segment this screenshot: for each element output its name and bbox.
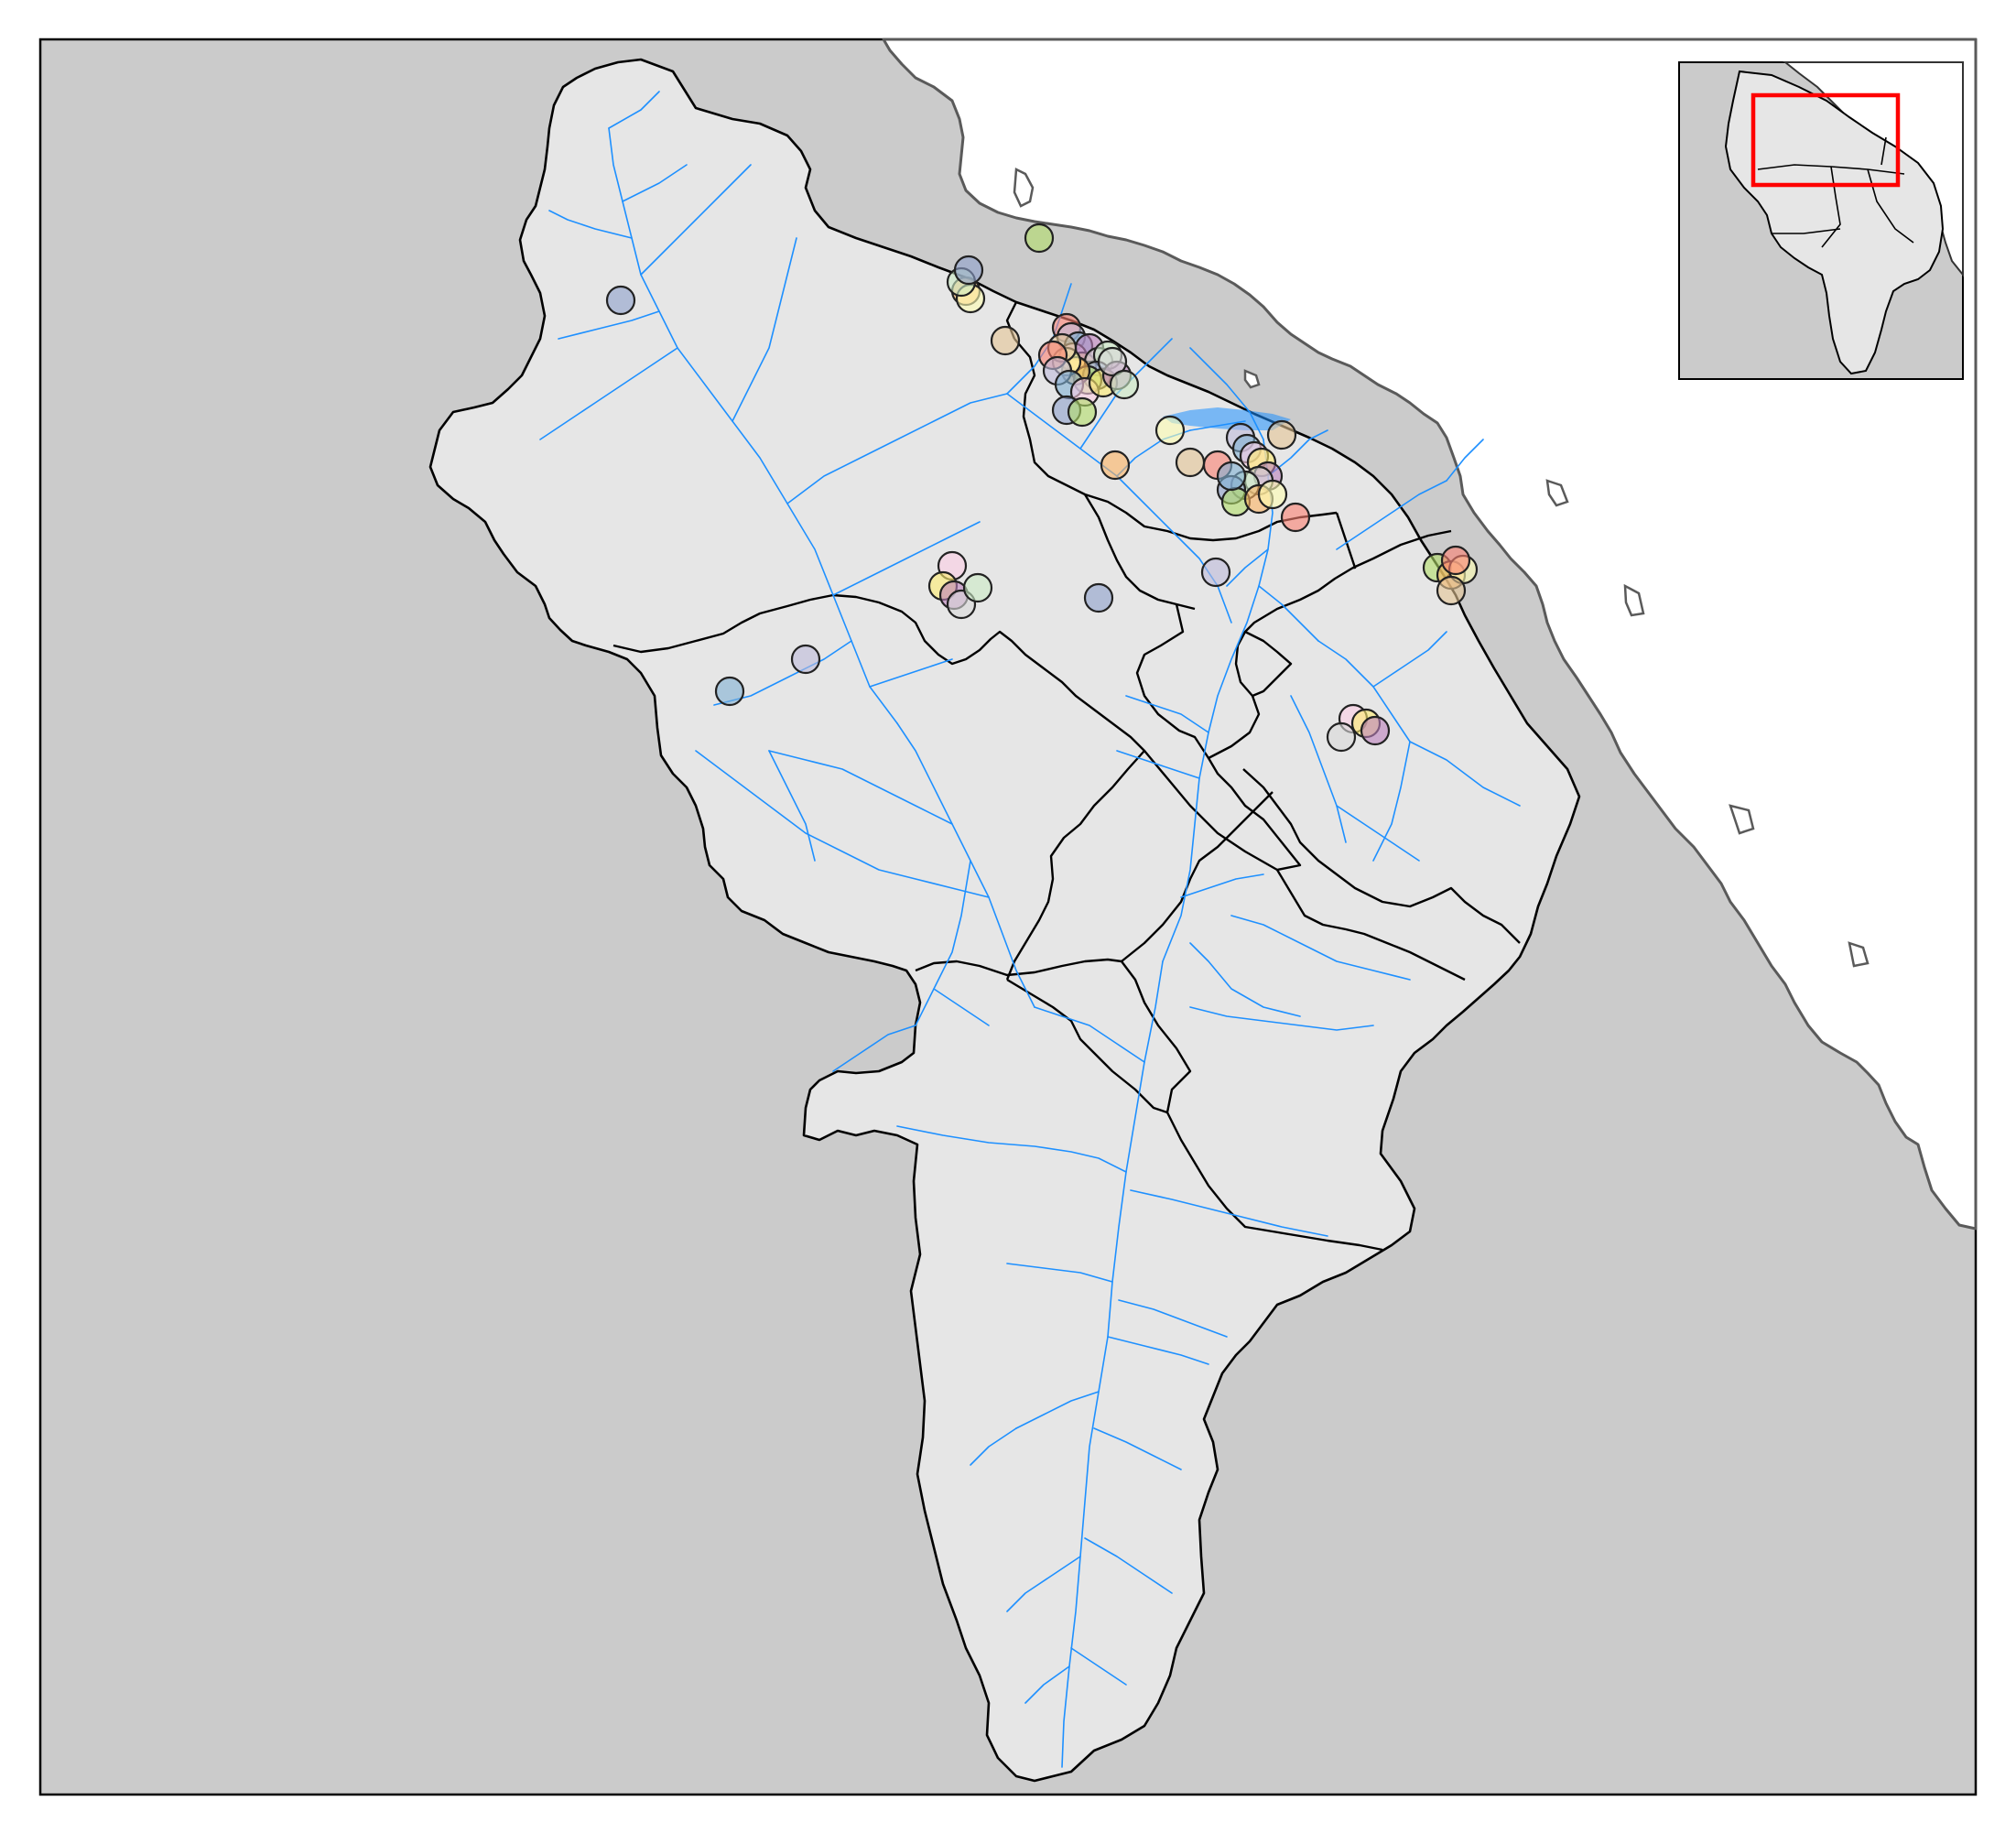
sampling-site-marker[interactable] — [990, 325, 1021, 356]
estuary-wetland — [1163, 407, 1291, 430]
subcatchment-boundary — [612, 593, 1146, 981]
river-network — [539, 91, 1521, 1768]
subcatchment-boundary — [1121, 791, 1274, 962]
sampling-site-marker[interactable] — [1154, 415, 1186, 446]
sampling-site-marker[interactable] — [1326, 721, 1357, 753]
subcatchment-boundary — [915, 958, 1383, 1252]
sampling-site-marker[interactable] — [953, 255, 984, 286]
offshore-island — [1013, 168, 1035, 208]
catchment-boundary — [428, 58, 1581, 1783]
offshore-island — [1545, 479, 1569, 507]
offshore-island — [1243, 369, 1261, 389]
sampling-site-marker[interactable] — [1257, 479, 1288, 510]
sampling-site-marker[interactable] — [1216, 461, 1247, 492]
subcatchment-boundary — [1242, 768, 1521, 944]
offshore-island — [1623, 583, 1645, 617]
sampling-site-marker[interactable] — [714, 676, 745, 707]
sampling-site-marker[interactable] — [962, 572, 993, 603]
sampling-site-marker[interactable] — [1024, 222, 1055, 254]
sampling-site-marker[interactable] — [1436, 575, 1467, 606]
subcatchment-boundary — [1006, 978, 1168, 1114]
subcatchment-boundary — [1013, 338, 1338, 542]
subcatchment-boundary — [1275, 869, 1466, 982]
sampling-site-marker[interactable] — [790, 644, 821, 675]
subcatchment-boundary — [1083, 494, 1196, 611]
sampling-site-marker[interactable] — [1200, 557, 1231, 588]
sampling-site-marker[interactable] — [1100, 450, 1131, 481]
offshore-island — [1848, 941, 1870, 968]
sampling-site-marker[interactable] — [1097, 346, 1128, 377]
subcatchment-boundary — [1335, 512, 1357, 569]
subcatchment-boundary — [1135, 603, 1210, 759]
sampling-sites — [605, 222, 1479, 753]
sampling-site-marker[interactable] — [1440, 545, 1471, 576]
sampling-site-marker[interactable] — [1083, 582, 1114, 613]
offshore-island — [1729, 804, 1755, 835]
sampling-site-marker[interactable] — [605, 285, 636, 316]
sampling-site-marker[interactable] — [1109, 369, 1140, 400]
inset-extent-box — [1750, 92, 1901, 188]
subcatchment-boundary — [1244, 630, 1293, 698]
sampling-site-marker[interactable] — [1360, 715, 1391, 746]
inset-locator-map — [1678, 61, 1964, 380]
sampling-site-marker[interactable] — [1266, 419, 1297, 450]
sampling-site-marker[interactable] — [1280, 502, 1311, 533]
sampling-site-marker[interactable] — [1175, 447, 1206, 478]
sampling-site-marker[interactable] — [1067, 396, 1098, 428]
